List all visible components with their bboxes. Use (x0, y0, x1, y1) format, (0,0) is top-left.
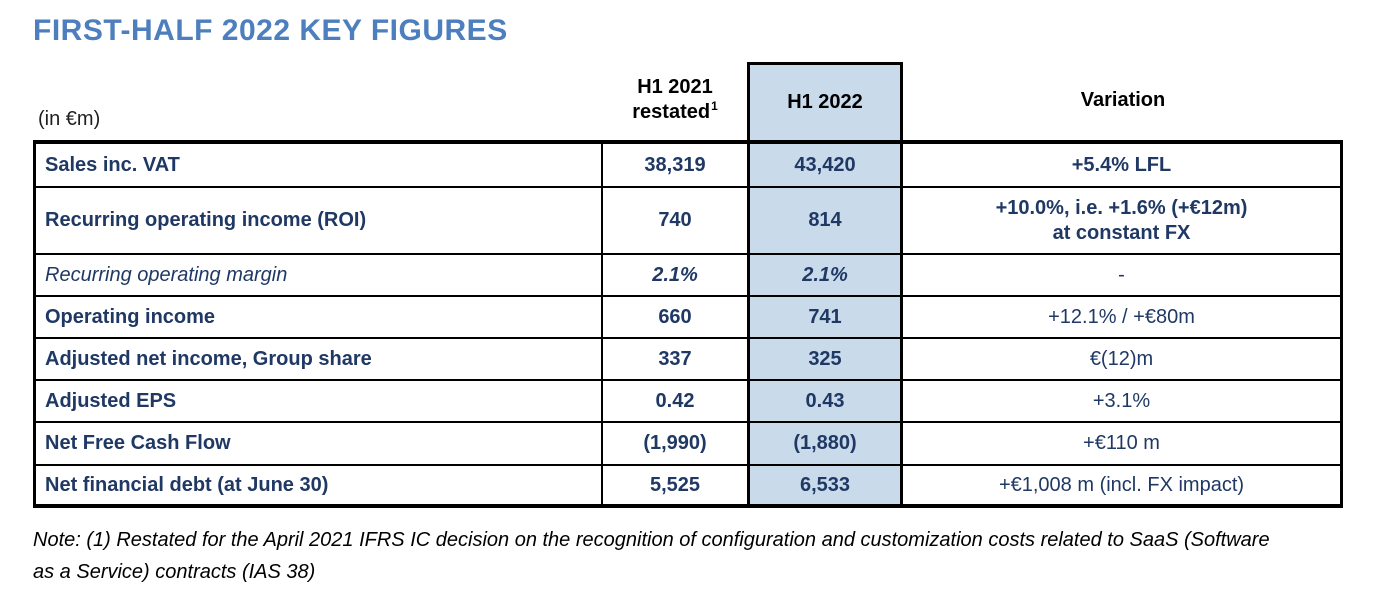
variation-value: €(12)m (903, 339, 1343, 381)
h1-2022-value: 2.1% (747, 255, 903, 297)
h1-2021-value: (1,990) (603, 423, 747, 466)
h1-2021-value: 38,319 (603, 140, 747, 188)
row-label-recurring-operating-income: Recurring operating income (ROI) (33, 188, 603, 255)
h1-2021-value: 2.1% (603, 255, 747, 297)
row-label-net-financial-debt: Net financial debt (at June 30) (33, 466, 603, 508)
h1-2021-value: 660 (603, 297, 747, 339)
key-figures-table: (in €m) H1 2021 restated1 H1 2022 Variati… (33, 60, 1343, 508)
footnote-marker: 1 (711, 99, 718, 114)
column-header-h1-2021-text: H1 2021 restated1 (632, 76, 718, 123)
h1-2022-value: 325 (747, 339, 903, 381)
row-label-sales: Sales inc. VAT (33, 140, 603, 188)
row-label-adjusted-net-income: Adjusted net income, Group share (33, 339, 603, 381)
variation-value: +12.1% / +€80m (903, 297, 1343, 339)
variation-value: +5.4% LFL (903, 140, 1343, 188)
row-label-net-free-cash-flow: Net Free Cash Flow (33, 423, 603, 466)
row-label-operating-income: Operating income (33, 297, 603, 339)
variation-value: - (903, 255, 1343, 297)
column-header-variation: Variation (1080, 88, 1166, 111)
unit-label: (in €m) (38, 108, 101, 130)
footnote-text: Note: (1) Restated for the April 2021 IF… (33, 529, 1270, 583)
h1-2021-value: 740 (603, 188, 747, 255)
h1-2021-value: 337 (603, 339, 747, 381)
column-header-h1-2022: H1 2022 (747, 62, 903, 140)
variation-value: +3.1% (903, 381, 1343, 423)
page-title: FIRST-HALF 2022 KEY FIGURES (33, 14, 508, 47)
h1-2021-value: 0.42 (603, 381, 747, 423)
h1-2022-value: 741 (747, 297, 903, 339)
variation-value: +10.0%, i.e. +1.6% (+€12m) at constant F… (903, 188, 1343, 255)
h1-2021-value: 5,525 (603, 466, 747, 508)
h1-2022-value: 0.43 (747, 381, 903, 423)
variation-value: +€110 m (903, 423, 1343, 466)
h1-2022-value: 6,533 (747, 466, 903, 508)
h1-2022-value: 43,420 (747, 140, 903, 188)
row-label-recurring-operating-margin: Recurring operating margin (33, 255, 603, 297)
h1-2022-value: (1,880) (747, 423, 903, 466)
h1-2022-value: 814 (747, 188, 903, 255)
variation-value: +€1,008 m (incl. FX impact) (903, 466, 1343, 508)
row-label-adjusted-eps: Adjusted EPS (33, 381, 603, 423)
column-header-h1-2021: H1 2021 restated1 (603, 60, 747, 140)
